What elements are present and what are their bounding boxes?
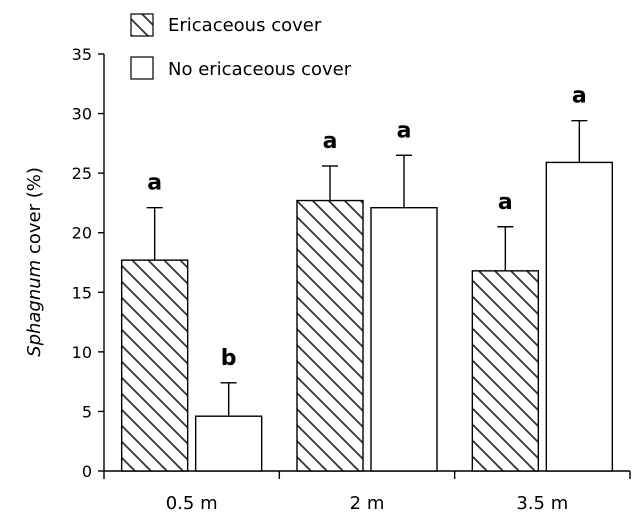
significance-letter: b [221,346,237,371]
y-tick-label: 25 [72,164,92,183]
y-tick-label: 35 [72,45,92,64]
y-tick-label: 30 [72,105,92,124]
legend-swatch-ericaceous [130,13,154,37]
significance-letter: a [397,118,412,143]
y-tick-label: 20 [72,224,92,243]
y-axis-label: Sphagnum cover (%) [24,167,45,357]
significance-letter: a [572,84,587,109]
legend-swatch-no-ericaceous [130,56,154,80]
y-tick-label: 15 [72,283,92,302]
x-tick-label: 3.5 m [516,493,568,514]
significance-letter: a [498,190,513,215]
y-axis-label-italic: Sphagnum [24,260,45,357]
significance-letter: a [147,171,162,196]
bar-no-ericaceous [545,161,614,472]
bars: a a a b a a [120,84,614,472]
legend: Ericaceous cover No ericaceous cover [130,13,352,80]
bar-no-ericaceous [194,415,263,472]
bar-no-ericaceous [370,206,438,472]
bar-ericaceous [471,270,540,472]
y-axis-label-rest: cover (%) [24,167,45,260]
significance-letter: a [323,129,338,154]
legend-label-ericaceous: Ericaceous cover [168,15,322,36]
y-tick-label: 10 [72,343,92,362]
x-tick-label: 0.5 m [166,493,218,514]
legend-label-no-ericaceous: No ericaceous cover [168,59,352,80]
bar-ericaceous [120,259,189,472]
axes: 0 5 10 15 20 25 30 35 0.5 m 2 m 3.5 m [72,45,631,514]
bar-ericaceous [296,199,364,472]
x-tick-label: 2 m [350,493,385,514]
y-tick-label: 0 [82,462,92,481]
y-tick-label: 5 [82,402,92,421]
